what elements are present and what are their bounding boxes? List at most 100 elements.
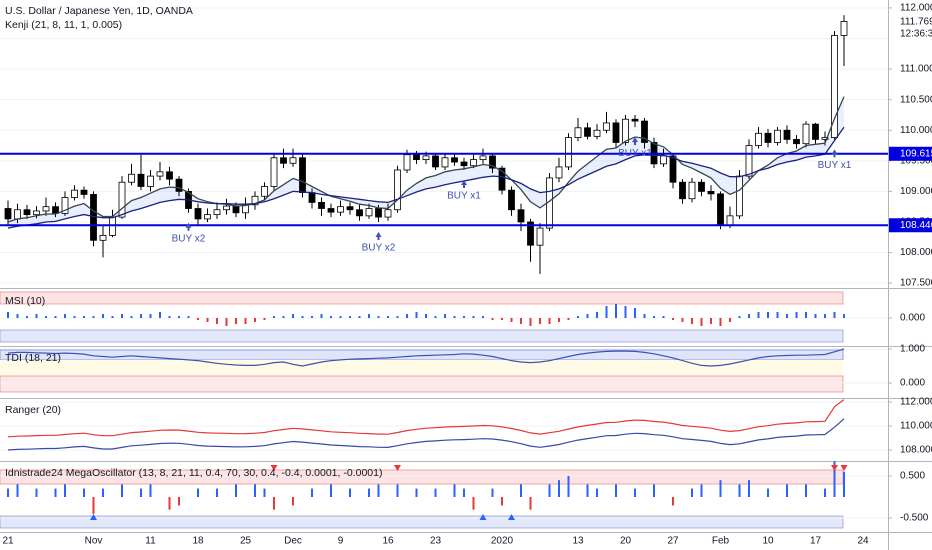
histogram-bar [168,497,171,510]
candle-body [679,181,686,200]
candle-body [470,159,477,167]
candle-body [498,167,506,191]
histogram-bar [491,318,494,320]
histogram-bar [121,484,123,497]
y-tick-label: 109.000 [900,186,932,197]
signal-triangle [394,465,401,471]
candle-body [593,129,601,137]
histogram-bar [216,318,218,324]
buy-arrow [461,179,467,188]
histogram-bar [415,312,418,318]
histogram-bar [719,318,722,326]
histogram-bar [605,306,608,318]
candle-body [555,166,563,179]
histogram-bar [691,318,693,324]
histogram-bar [634,488,636,497]
candle-body [745,145,753,177]
histogram-bar [843,471,845,497]
candle-body [261,186,268,197]
histogram-bar [377,484,380,497]
level-label-box [889,146,932,161]
candle-body [4,208,12,220]
histogram-bar [216,488,218,497]
histogram-bar [187,316,190,318]
candle-body [71,189,78,198]
histogram-bar [178,497,180,506]
histogram-bar [634,308,636,318]
y-tick-label: 111.000 [900,64,932,75]
histogram-bar [263,318,266,320]
histogram-bar [710,318,712,324]
histogram-bar [748,314,750,318]
histogram-bar [425,314,427,318]
candle-body [508,189,515,211]
histogram-bar [719,480,722,497]
histogram-bar [197,488,199,497]
histogram-bar [491,488,494,497]
histogram-bar [824,488,826,497]
histogram-bar [358,316,361,318]
histogram-bar [368,314,370,318]
candle-body [451,157,458,163]
y-tick-label: -0.500 [900,513,929,524]
histogram-bar [786,484,788,497]
histogram-bar [453,484,456,497]
candle-body [413,154,420,160]
candle-body [204,214,211,220]
candle-body [489,155,496,169]
candle-body [280,157,287,164]
last-price-label: 111.769 [900,17,932,28]
histogram-bar [415,488,418,497]
histogram-bar [767,488,769,497]
x-tick-label: 13 [572,536,584,547]
histogram-bar [273,497,275,510]
histogram-bar [396,484,399,497]
y-tick-label: 0.500 [900,471,925,482]
x-tick-label: 25 [240,536,252,547]
pane-title: Ranger (20) [5,404,61,416]
histogram-bar [368,488,370,497]
histogram-bar [691,488,693,497]
kenji-line [7,126,845,229]
indicator-line [7,399,845,438]
histogram-bar [548,484,551,497]
y-tick-label: 112.000 [900,3,932,14]
candle-body [422,155,430,160]
histogram-bar [396,316,399,318]
x-tick-label: 20 [620,536,632,547]
candle-body [403,154,411,171]
histogram-bar [539,318,541,324]
histogram-bar [501,497,503,506]
candle-body [479,155,487,160]
histogram-bar [7,312,9,318]
histogram-bar [102,488,104,497]
candle-body [460,161,468,167]
histogram-bar [586,314,589,318]
x-tick-label: 11 [145,536,156,547]
histogram-bar [463,488,465,497]
candle-body [527,221,534,246]
histogram-bar [349,316,351,318]
x-tick-label: 24 [857,536,869,547]
candle-body [441,157,449,168]
histogram-bar [444,314,446,318]
histogram-bar [83,488,85,497]
histogram-bar [463,316,465,318]
histogram-bar [387,316,389,318]
candle-body [726,215,734,226]
candle-body [565,137,572,168]
histogram-bar [292,314,294,318]
kenji-line [7,96,845,223]
level-label: 108.446 [900,220,932,231]
histogram-bar [681,318,684,322]
candle-body [764,132,772,143]
histogram-bar [121,314,123,318]
histogram-bar [16,314,19,318]
y-tick-label: 110.500 [900,94,932,105]
histogram-bar [64,314,66,318]
candle-body [831,35,838,138]
y-tick-label: 110.000 [900,421,932,432]
histogram-bar [235,318,237,324]
